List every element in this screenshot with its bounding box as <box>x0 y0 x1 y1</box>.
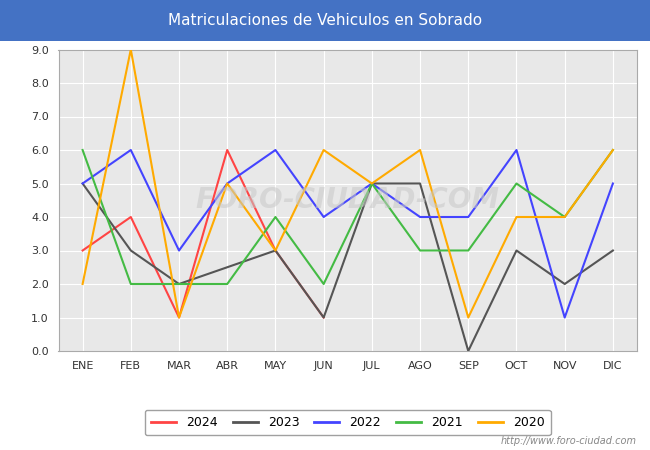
Text: Matriculaciones de Vehiculos en Sobrado: Matriculaciones de Vehiculos en Sobrado <box>168 13 482 28</box>
Legend: 2024, 2023, 2022, 2021, 2020: 2024, 2023, 2022, 2021, 2020 <box>145 410 551 435</box>
Text: FORO-CIUDAD-COM: FORO-CIUDAD-COM <box>196 186 500 214</box>
Text: http://www.foro-ciudad.com: http://www.foro-ciudad.com <box>501 436 637 446</box>
